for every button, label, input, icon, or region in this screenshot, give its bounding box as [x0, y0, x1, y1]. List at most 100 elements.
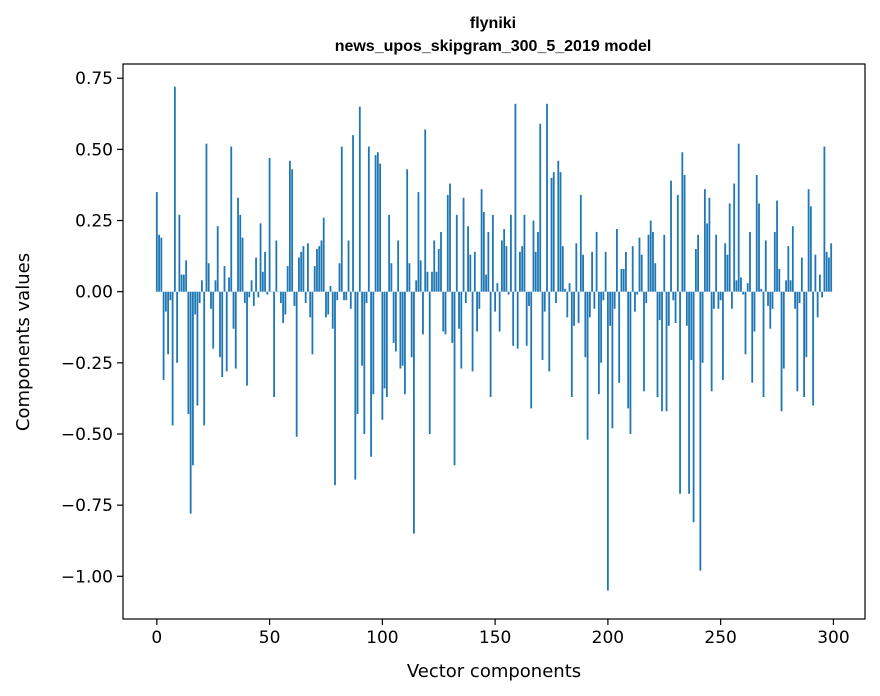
bar	[798, 291, 801, 304]
bar	[282, 291, 285, 323]
bar	[167, 291, 169, 355]
bar	[539, 123, 542, 292]
bar-series	[155, 86, 833, 591]
bar	[629, 291, 632, 434]
bar	[442, 291, 445, 332]
bar	[223, 266, 226, 292]
bar	[198, 291, 201, 304]
y-tick-label: 0.25	[75, 212, 113, 232]
bar	[460, 291, 463, 369]
bar	[257, 291, 260, 298]
bar	[600, 291, 603, 363]
bar	[176, 291, 179, 363]
bar	[717, 291, 720, 309]
bar	[158, 234, 160, 292]
bar	[667, 291, 670, 326]
y-tick-label: 0.00	[75, 283, 113, 303]
bar	[812, 291, 815, 406]
bar	[489, 291, 492, 397]
bar	[597, 291, 600, 395]
bar	[726, 254, 729, 292]
bar	[379, 163, 381, 292]
bar	[462, 197, 465, 292]
bar	[422, 291, 424, 335]
bar	[230, 146, 233, 292]
bar	[546, 103, 548, 292]
bar	[566, 291, 569, 318]
bar	[564, 288, 566, 292]
bar	[552, 172, 555, 292]
bar	[782, 291, 785, 369]
bar	[399, 291, 402, 369]
bar	[248, 291, 251, 298]
bar	[541, 291, 544, 360]
y-tick-label: −1.00	[61, 567, 113, 587]
bar	[390, 263, 393, 292]
bar	[555, 291, 557, 304]
bar	[830, 243, 833, 292]
bar	[643, 291, 645, 392]
bar	[514, 103, 517, 292]
bar	[703, 189, 706, 292]
bar	[573, 291, 575, 326]
bar	[291, 169, 294, 292]
bar	[178, 214, 181, 292]
bar	[606, 291, 609, 591]
bar	[591, 251, 593, 292]
bar	[586, 291, 589, 440]
bar	[162, 291, 165, 380]
bar	[631, 246, 634, 292]
bar	[654, 263, 657, 292]
bar	[613, 291, 616, 309]
bar	[728, 203, 731, 292]
bar	[512, 291, 515, 346]
bar	[385, 291, 388, 397]
chart-title-line1: flyniki	[470, 15, 516, 32]
bar	[640, 254, 643, 292]
bar	[807, 189, 810, 292]
bar	[525, 291, 528, 346]
x-tick-label: 250	[704, 628, 736, 648]
bar	[557, 160, 560, 292]
bar	[428, 291, 431, 434]
bar	[192, 291, 194, 466]
bar	[582, 254, 584, 292]
bar	[737, 143, 740, 292]
bar	[381, 291, 384, 420]
bar	[800, 257, 803, 292]
bar	[505, 246, 508, 292]
bar	[451, 291, 454, 343]
bar	[688, 291, 690, 494]
bar	[467, 226, 469, 292]
bar	[701, 291, 704, 363]
bar	[694, 249, 697, 292]
bar	[212, 291, 215, 349]
bar	[431, 271, 433, 292]
bar	[647, 234, 650, 292]
bar	[510, 214, 512, 292]
bar	[773, 231, 776, 292]
bar	[771, 291, 774, 309]
bar	[293, 291, 296, 306]
bar	[214, 280, 217, 292]
bar	[239, 214, 242, 292]
plot-frame	[122, 63, 866, 620]
bar	[246, 291, 248, 386]
bar	[480, 189, 483, 292]
bar	[588, 291, 591, 318]
bar	[449, 183, 451, 292]
bar	[358, 106, 361, 292]
bar	[550, 177, 553, 292]
bar	[397, 240, 400, 292]
bar	[670, 180, 672, 292]
x-tick-label: 300	[817, 628, 849, 648]
bar	[760, 288, 763, 292]
bar	[210, 291, 212, 309]
bar	[823, 146, 826, 292]
bar	[298, 257, 300, 292]
bar	[406, 169, 409, 292]
bar	[433, 240, 436, 292]
bar	[273, 291, 275, 397]
bar	[785, 280, 787, 292]
bar	[363, 291, 366, 434]
